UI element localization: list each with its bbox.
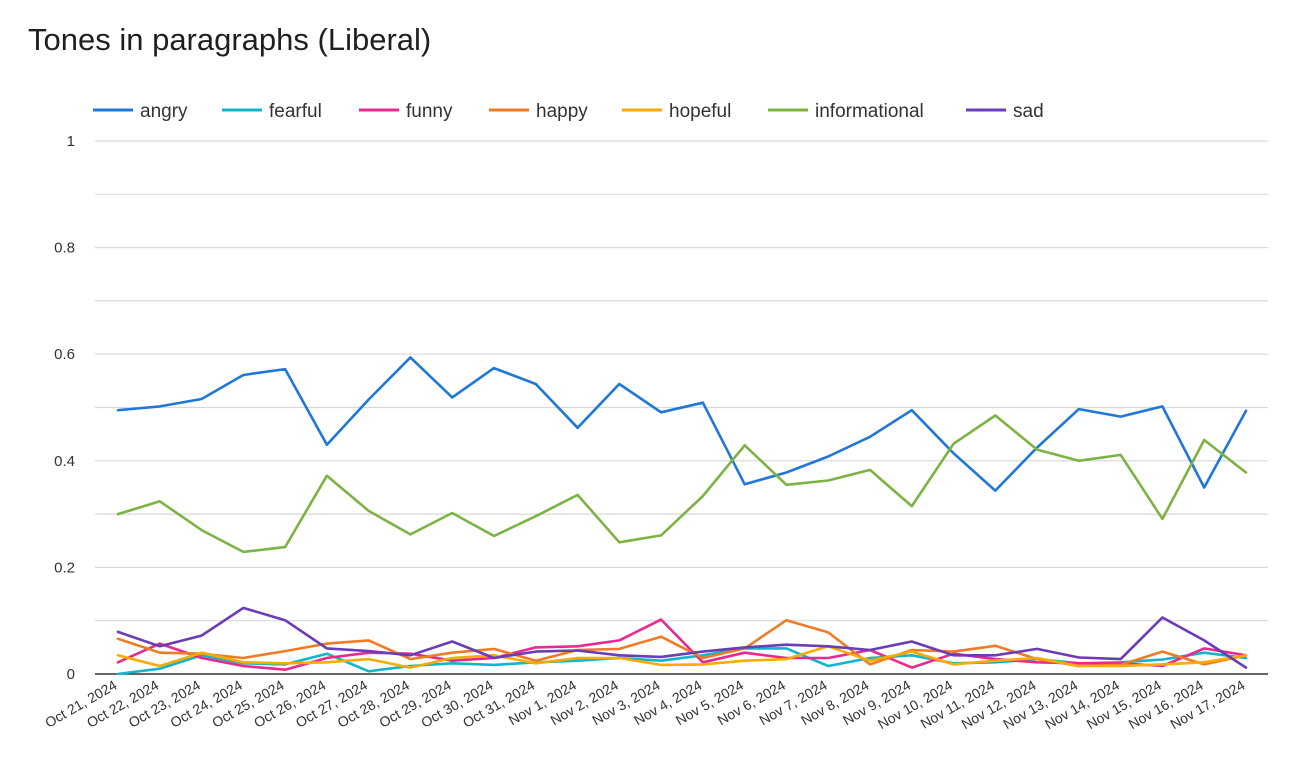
y-tick-label: 0.4: [54, 453, 75, 470]
legend-label-fearful: fearful: [269, 101, 322, 122]
gridlines: [95, 140, 1268, 622]
chart-title: Tones in paragraphs (Liberal): [28, 22, 432, 57]
y-tick-label: 0.8: [54, 240, 75, 257]
series-line-sad: [116, 606, 1248, 669]
legend-label-angry: angry: [140, 101, 188, 122]
legend-label-sad: sad: [1013, 101, 1044, 122]
y-tick-label: 0.2: [54, 559, 75, 576]
legend: angry fearful funny happy hopeful information…: [93, 101, 1044, 122]
legend-label-hopeful: hopeful: [669, 101, 731, 122]
y-tick-label: 0: [67, 666, 75, 683]
legend-label-funny: funny: [406, 101, 453, 122]
y-tick-label: 0.6: [54, 346, 75, 363]
y-axis-ticks: 0 0.2 0.4 0.6 0.8 1: [54, 133, 75, 683]
legend-label-informational: informational: [815, 101, 924, 122]
series-line-informational: [116, 414, 1248, 554]
series-line-hopeful: [116, 644, 1248, 669]
series-lines: [116, 356, 1248, 676]
series-line-angry: [116, 356, 1248, 492]
y-tick-label: 1: [67, 133, 75, 150]
legend-label-happy: happy: [536, 101, 588, 122]
